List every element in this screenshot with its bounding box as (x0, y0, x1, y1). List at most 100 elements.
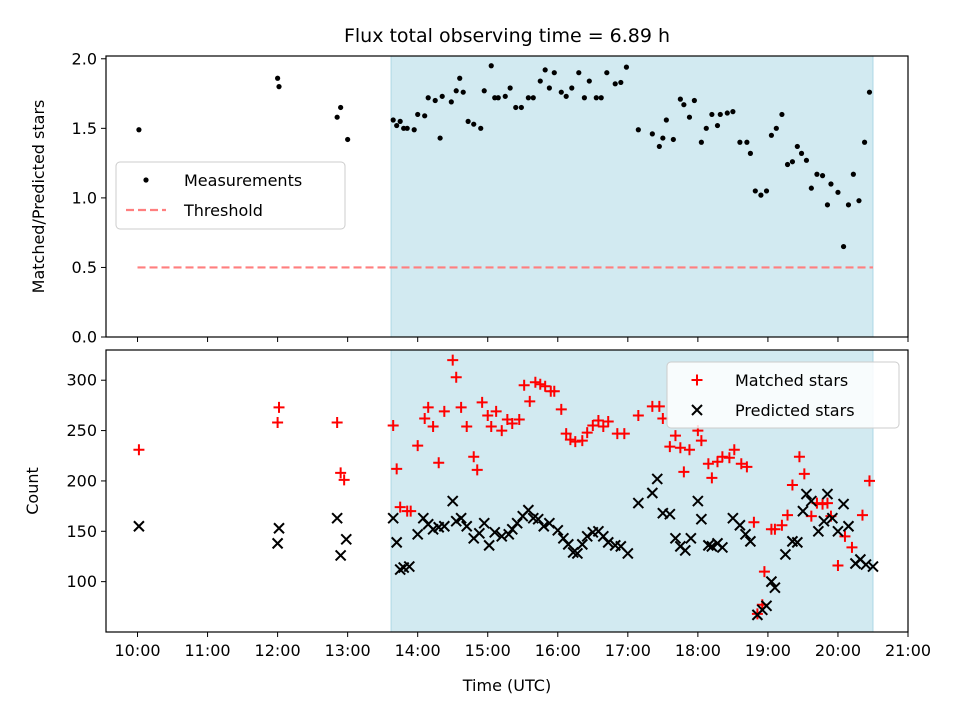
point-plus-62 (706, 472, 718, 484)
point-x-58 (685, 532, 697, 545)
point-x-3 (331, 512, 343, 524)
point-plus-66 (728, 444, 740, 456)
point-x-11 (411, 528, 424, 541)
point-dot-78 (789, 159, 796, 165)
x-tick-label: 19:00 (745, 641, 791, 660)
point-dot-71 (752, 188, 758, 194)
point-x-10 (403, 560, 415, 573)
point-x-66 (734, 519, 746, 531)
y-tick-label: 150 (66, 522, 97, 541)
point-x-55 (669, 532, 682, 545)
point-dot-14 (425, 95, 431, 101)
point-plus-0 (133, 444, 145, 456)
y-axis-label: Count (23, 467, 42, 515)
point-plus-4 (335, 467, 347, 479)
point-dot-50 (623, 64, 630, 70)
point-dot-88 (840, 243, 847, 250)
point-plus-54 (664, 441, 676, 453)
point-x-49 (622, 547, 634, 560)
point-dot-33 (525, 95, 531, 101)
x-tick-label: 15:00 (465, 641, 511, 660)
point-dot-44 (586, 78, 592, 84)
point-x-59 (692, 495, 704, 507)
point-plus-2 (273, 401, 285, 413)
point-dot-16 (437, 135, 443, 141)
point-dot-23 (471, 121, 477, 127)
y-axis-label: Matched/Predicted stars (29, 100, 48, 294)
point-x-38 (562, 538, 574, 551)
point-x-16 (438, 520, 451, 532)
point-dot-56 (670, 136, 676, 143)
y-tick-label: 0.0 (72, 328, 97, 347)
point-plus-64 (716, 451, 728, 463)
point-dot-0 (136, 127, 142, 133)
point-dot-89 (845, 202, 852, 208)
point-plus-22 (471, 464, 483, 476)
point-x-52 (651, 473, 663, 485)
point-dot-83 (814, 171, 820, 177)
point-plus-85 (832, 560, 844, 572)
point-x-23 (478, 517, 490, 529)
y-tick-label: 250 (66, 421, 97, 440)
point-plus-14 (427, 421, 439, 433)
point-plus-33 (529, 376, 541, 388)
point-x-29 (511, 517, 523, 529)
point-x-41 (576, 538, 589, 551)
point-x-80 (812, 525, 825, 537)
point-x-22 (473, 527, 486, 540)
point-x-60 (695, 513, 708, 525)
point-plus-79 (798, 468, 810, 480)
x-tick-label: 17:00 (605, 641, 651, 660)
point-plus-83 (821, 497, 833, 509)
point-dot-52 (649, 131, 655, 137)
point-x-62 (706, 540, 718, 553)
point-dot-66 (724, 110, 730, 116)
point-x-74 (779, 548, 792, 561)
series-measurements (136, 63, 873, 250)
point-dot-18 (448, 99, 454, 105)
point-dot-6 (390, 117, 396, 123)
legend-swatch-dot (143, 177, 149, 183)
point-x-20 (461, 520, 473, 532)
point-dot-10 (404, 125, 410, 131)
point-plus-17 (447, 354, 459, 366)
point-dot-48 (612, 81, 618, 87)
point-x-40 (571, 547, 584, 560)
y-tick-label: 100 (66, 572, 97, 591)
point-dot-5 (345, 136, 351, 143)
point-dot-74 (768, 132, 775, 138)
point-dot-2 (276, 84, 282, 90)
point-plus-41 (569, 436, 581, 448)
point-dot-42 (576, 70, 582, 76)
point-plus-52 (653, 400, 665, 412)
axes-frame (105, 349, 909, 633)
legend-swatch-plus (691, 374, 703, 386)
point-plus-25 (485, 421, 497, 433)
point-dot-43 (581, 95, 587, 101)
point-dot-65 (717, 111, 723, 118)
point-plus-3 (331, 417, 343, 429)
point-dot-63 (709, 111, 715, 118)
point-plus-82 (817, 498, 829, 510)
point-plus-57 (678, 466, 690, 478)
point-dot-3 (334, 114, 340, 120)
point-plus-46 (597, 421, 609, 433)
point-plus-56 (674, 442, 686, 454)
point-dot-57 (677, 96, 683, 102)
point-x-6 (387, 512, 399, 524)
point-dot-92 (861, 139, 868, 145)
point-dot-81 (803, 157, 810, 163)
point-dot-68 (737, 139, 743, 145)
point-plus-5 (338, 474, 350, 486)
x-axis-label: Time (UTC) (462, 676, 551, 695)
point-dot-35 (537, 78, 543, 84)
point-dot-29 (502, 93, 508, 99)
point-plus-12 (419, 412, 431, 424)
point-plus-16 (438, 405, 450, 417)
point-plus-19 (455, 401, 467, 413)
point-x-2 (273, 522, 285, 534)
legend-label: Measurements (184, 171, 302, 190)
point-plus-32 (524, 395, 536, 407)
x-tick-label: 12:00 (255, 641, 301, 660)
point-dot-26 (488, 63, 494, 69)
